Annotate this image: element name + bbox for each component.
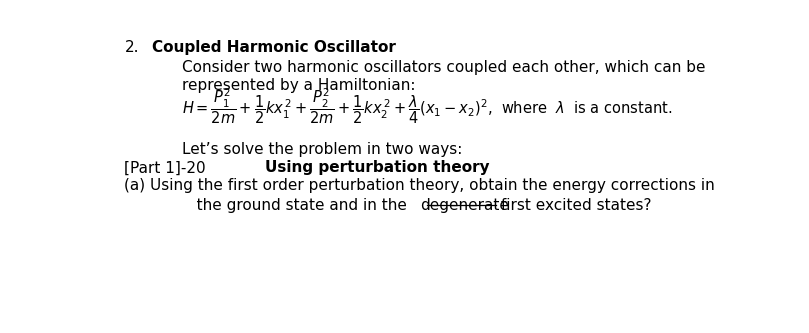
Text: Using perturbation theory: Using perturbation theory <box>265 161 489 175</box>
Text: Consider two harmonic oscillators coupled each other, which can be: Consider two harmonic oscillators couple… <box>183 60 706 75</box>
Text: Let’s solve the problem in two ways:: Let’s solve the problem in two ways: <box>183 142 463 157</box>
Text: $H = \dfrac{P_1^2}{2m} + \dfrac{1}{2}kx_1^{\,2} + \dfrac{P_2^2}{2m} + \dfrac{1}{: $H = \dfrac{P_1^2}{2m} + \dfrac{1}{2}kx_… <box>183 86 672 126</box>
Text: Coupled Harmonic Oscillator: Coupled Harmonic Oscillator <box>151 40 396 55</box>
Text: the ground state and in the: the ground state and in the <box>183 198 413 213</box>
Text: [Part 1]-20: [Part 1]-20 <box>125 161 211 175</box>
Text: (a) Using the first order perturbation theory, obtain the energy corrections in: (a) Using the first order perturbation t… <box>125 178 715 193</box>
Text: degenerate: degenerate <box>421 198 510 213</box>
Text: first excited states?: first excited states? <box>496 198 651 213</box>
Text: 2.: 2. <box>125 40 139 55</box>
Text: represented by a Hamiltonian:: represented by a Hamiltonian: <box>183 78 416 93</box>
